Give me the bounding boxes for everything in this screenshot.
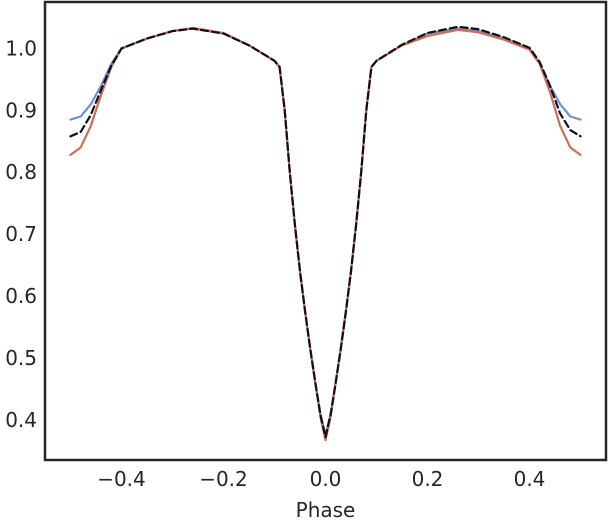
- y-tick-label: 0.4: [5, 408, 37, 432]
- x-tick-label: 0.4: [514, 467, 546, 491]
- plot-frame: [43, 0, 608, 462]
- x-tick-label: −0.2: [199, 467, 248, 491]
- y-tick-label: 0.8: [5, 160, 37, 184]
- y-tick-label: 0.7: [5, 222, 37, 246]
- x-tick-label: 0.0: [310, 467, 342, 491]
- y-tick-label: 0.5: [5, 346, 37, 370]
- plot-background: [45, 2, 606, 460]
- y-tick-label: 0.9: [5, 98, 37, 122]
- x-tick-labels: −0.4 −0.2 0.0 0.2 0.4: [97, 467, 545, 491]
- x-axis-label: Phase: [296, 498, 356, 522]
- y-tick-label: 0.6: [5, 284, 37, 308]
- y-tick-labels: 0.4 0.5 0.6 0.7 0.8 0.9 1.0: [5, 36, 37, 431]
- series-layer: [69, 25, 582, 442]
- x-tick-label: −0.4: [97, 467, 146, 491]
- series-line-3: [69, 25, 582, 439]
- y-tick-label: 1.0: [5, 36, 37, 60]
- x-tick-label: 0.2: [412, 467, 444, 491]
